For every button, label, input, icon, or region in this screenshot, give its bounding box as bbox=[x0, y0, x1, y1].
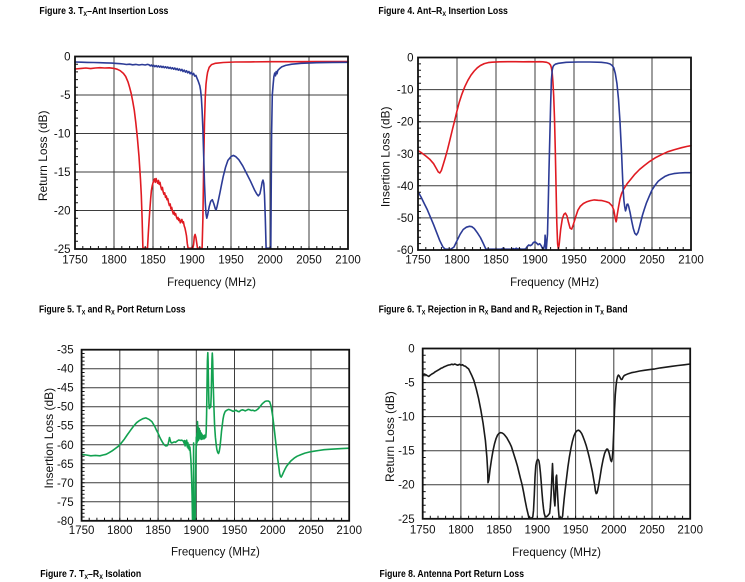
svg-text:1800: 1800 bbox=[107, 525, 133, 537]
svg-text:2100: 2100 bbox=[677, 524, 703, 536]
svg-text:1800: 1800 bbox=[101, 255, 127, 267]
svg-text:0: 0 bbox=[64, 52, 70, 64]
svg-text:2050: 2050 bbox=[639, 255, 665, 267]
svg-text:-15: -15 bbox=[54, 167, 71, 179]
svg-text:1750: 1750 bbox=[62, 255, 88, 267]
svg-text:2100: 2100 bbox=[678, 255, 704, 267]
svg-text:Return Loss (dB): Return Loss (dB) bbox=[383, 391, 397, 482]
svg-text:2050: 2050 bbox=[296, 255, 322, 267]
svg-text:1800: 1800 bbox=[444, 255, 470, 267]
svg-text:-10: -10 bbox=[398, 412, 415, 424]
svg-text:-5: -5 bbox=[404, 378, 414, 390]
svg-text:1800: 1800 bbox=[448, 524, 474, 536]
svg-text:2000: 2000 bbox=[257, 255, 283, 267]
svg-text:1900: 1900 bbox=[184, 525, 210, 537]
svg-text:1750: 1750 bbox=[405, 255, 431, 267]
svg-text:-75: -75 bbox=[57, 497, 74, 509]
svg-text:2100: 2100 bbox=[335, 255, 361, 267]
svg-text:2000: 2000 bbox=[260, 525, 286, 537]
svg-text:-80: -80 bbox=[57, 516, 74, 528]
svg-text:-20: -20 bbox=[54, 206, 71, 218]
svg-text:-65: -65 bbox=[57, 459, 74, 471]
svg-text:Figure 3. TX​–Ant Insertion Lo: Figure 3. TX​–Ant Insertion Loss bbox=[39, 6, 168, 18]
svg-text:-50: -50 bbox=[57, 402, 74, 414]
svg-text:Frequency (MHz): Frequency (MHz) bbox=[167, 277, 256, 289]
svg-text:1850: 1850 bbox=[140, 255, 166, 267]
svg-text:2000: 2000 bbox=[600, 255, 626, 267]
svg-text:2050: 2050 bbox=[298, 525, 324, 537]
svg-text:-20: -20 bbox=[398, 480, 415, 492]
svg-text:1850: 1850 bbox=[483, 255, 509, 267]
svg-text:-50: -50 bbox=[397, 213, 414, 225]
svg-text:-10: -10 bbox=[54, 129, 71, 141]
svg-text:1750: 1750 bbox=[69, 525, 95, 537]
svg-text:Figure 5. TX​ and RX​ Port Ret: Figure 5. TX​ and RX​ Port Return Loss bbox=[39, 304, 186, 316]
svg-text:Figure 6. TX​ Rejection in RX​: Figure 6. TX​ Rejection in RX​ Band and … bbox=[379, 304, 628, 316]
svg-text:-5: -5 bbox=[60, 90, 70, 102]
svg-text:-60: -60 bbox=[57, 440, 74, 452]
svg-text:-40: -40 bbox=[57, 364, 74, 376]
svg-text:1850: 1850 bbox=[145, 525, 171, 537]
svg-text:-40: -40 bbox=[397, 181, 414, 193]
svg-text:1950: 1950 bbox=[218, 255, 244, 267]
svg-text:2100: 2100 bbox=[336, 525, 362, 537]
svg-text:-30: -30 bbox=[397, 149, 414, 161]
svg-text:Figure 7. TX​–RX​ Isolation: Figure 7. TX​–RX​ Isolation bbox=[40, 569, 141, 581]
svg-text:-15: -15 bbox=[398, 446, 415, 458]
svg-text:2050: 2050 bbox=[639, 524, 665, 536]
svg-text:Figure 8. Antenna Port Return: Figure 8. Antenna Port Return Loss bbox=[380, 569, 525, 580]
svg-text:Return Loss (dB): Return Loss (dB) bbox=[36, 110, 50, 201]
svg-text:0: 0 bbox=[407, 53, 413, 65]
svg-text:Insertion Loss (dB): Insertion Loss (dB) bbox=[42, 388, 56, 489]
svg-text:2000: 2000 bbox=[601, 524, 627, 536]
svg-text:-60: -60 bbox=[397, 245, 414, 257]
svg-text:-55: -55 bbox=[57, 421, 74, 433]
svg-text:1900: 1900 bbox=[525, 524, 551, 536]
svg-text:-35: -35 bbox=[57, 345, 74, 357]
svg-text:Insertion Loss (dB): Insertion Loss (dB) bbox=[379, 106, 393, 207]
svg-text:-45: -45 bbox=[57, 383, 74, 395]
svg-text:-25: -25 bbox=[54, 244, 71, 256]
svg-text:1900: 1900 bbox=[522, 255, 548, 267]
svg-text:Figure 4. Ant–RX​ Insertion Lo: Figure 4. Ant–RX​ Insertion Loss bbox=[378, 6, 508, 18]
svg-text:-20: -20 bbox=[397, 117, 414, 129]
svg-text:1950: 1950 bbox=[563, 524, 589, 536]
svg-text:Frequency (MHz): Frequency (MHz) bbox=[512, 547, 601, 559]
svg-text:-70: -70 bbox=[57, 478, 74, 490]
svg-text:1950: 1950 bbox=[561, 255, 587, 267]
svg-text:-25: -25 bbox=[398, 514, 415, 526]
svg-text:Frequency (MHz): Frequency (MHz) bbox=[171, 547, 260, 559]
svg-text:1850: 1850 bbox=[486, 524, 512, 536]
svg-text:0: 0 bbox=[408, 344, 414, 356]
svg-text:1750: 1750 bbox=[410, 524, 436, 536]
svg-text:1900: 1900 bbox=[179, 255, 205, 267]
svg-text:Frequency (MHz): Frequency (MHz) bbox=[510, 277, 599, 289]
svg-text:1950: 1950 bbox=[222, 525, 248, 537]
svg-text:-10: -10 bbox=[397, 85, 414, 97]
